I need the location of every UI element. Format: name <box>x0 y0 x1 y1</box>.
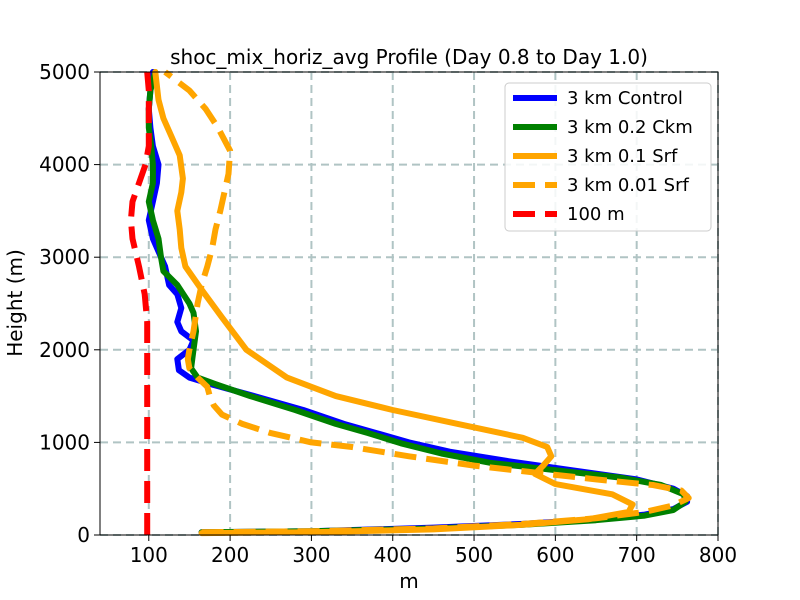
legend-box <box>504 82 712 232</box>
y-tick-label: 3000 <box>39 245 90 269</box>
series-line-3-km-0-2-ckm <box>145 69 689 536</box>
legend-label: 3 km 0.1 Srf <box>567 146 678 167</box>
x-tick-label: 300 <box>292 543 330 567</box>
legend: 3 km Control 3 km 0.2 Ckm 3 km 0.1 Srf 3 km… <box>504 82 712 232</box>
y-tick-label: 1000 <box>39 430 90 454</box>
series-line-3-km-0-01-srf <box>163 69 692 536</box>
legend-label: 100 m <box>567 204 625 225</box>
legend-label: 3 km 0.2 Ckm <box>567 117 693 138</box>
y-axis-label: Height (m) <box>3 249 27 357</box>
x-tick-label: 700 <box>618 543 656 567</box>
x-axis-label: m <box>399 569 418 593</box>
x-tick-label: 500 <box>455 543 493 567</box>
y-tick-label: 4000 <box>39 153 90 177</box>
y-axis-ticks: 0 1000 2000 3000 4000 5000 <box>39 60 100 547</box>
x-tick-label: 600 <box>536 543 574 567</box>
x-tick-label: 200 <box>211 543 249 567</box>
series-line-100-m <box>127 71 152 535</box>
plot-frame <box>99 71 719 536</box>
y-tick-label: 5000 <box>39 60 90 84</box>
legend-label: 3 km 0.01 Srf <box>567 175 689 196</box>
legend-label: 3 km Control <box>567 88 683 109</box>
x-axis-ticks: 100 200 300 400 500 600 700 800 <box>130 535 737 567</box>
x-tick-label: 400 <box>374 543 412 567</box>
y-tick-label: 2000 <box>39 338 90 362</box>
x-tick-label: 100 <box>130 543 168 567</box>
series-line-3-km-0-1-srf <box>152 69 636 537</box>
y-tick-label: 0 <box>77 523 90 547</box>
chart-title: shoc_mix_horiz_avg Profile (Day 0.8 to D… <box>170 45 648 69</box>
series-lines <box>127 69 692 537</box>
x-tick-label: 800 <box>699 543 737 567</box>
